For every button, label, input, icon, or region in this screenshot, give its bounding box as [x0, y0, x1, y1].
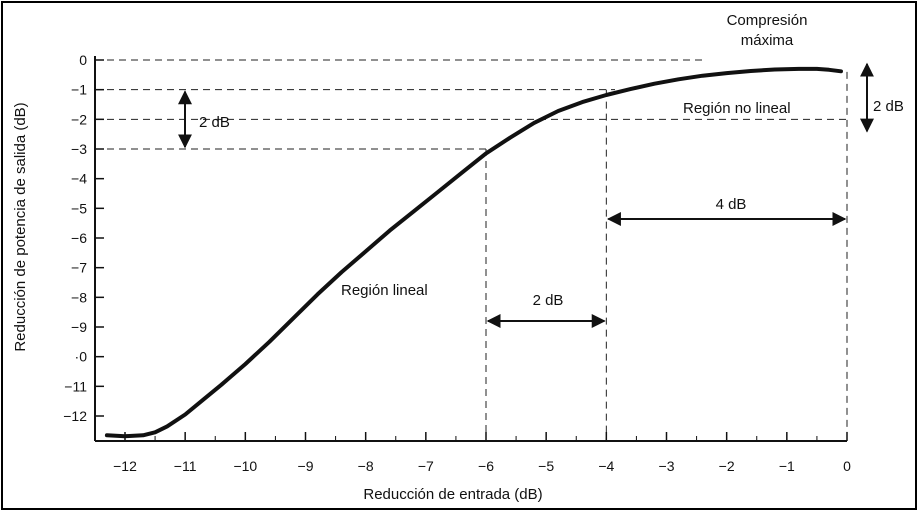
- annotation-arrow-2db-mid: 2 dB: [533, 292, 564, 309]
- transfer-curve: [104, 66, 843, 439]
- y-tick-label: −9: [71, 319, 87, 335]
- y-tick-label: −11: [64, 378, 87, 394]
- x-tick-label: −4: [598, 458, 614, 474]
- reference-lines: [95, 59, 848, 441]
- annotation-compression-line1: Compresión: [727, 12, 808, 29]
- y-tick-label: 0: [79, 52, 87, 68]
- x-tick-label: −2: [719, 458, 735, 474]
- y-tick-label: −7: [71, 260, 87, 276]
- x-tick-label: −9: [298, 458, 314, 474]
- x-tick-label: 0: [843, 458, 851, 474]
- x-tick-label: −10: [233, 458, 257, 474]
- y-tick-label: −3: [71, 141, 87, 157]
- x-tick-label: −5: [538, 458, 554, 474]
- annotation-nonlinear-region: Región no lineal: [683, 100, 791, 117]
- axes: [94, 56, 847, 442]
- y-tick-label: −5: [71, 200, 87, 216]
- annotation-arrow-4db: 4 dB: [716, 196, 747, 213]
- compression-chart: −12 −11 −10 −9 −8 −7 −6 −5 −4 −3 −2 −1 00−1−2−3−4−5−…: [12, 12, 904, 503]
- y-tick-label: −6: [71, 230, 87, 246]
- annotation-compression-line2: máxima: [741, 32, 794, 49]
- x-tick-label: −3: [659, 458, 675, 474]
- ticks: −12 −11 −10 −9 −8 −7 −6 −5 −4 −3 −2 −1 00−1−2−3−4−5−…: [63, 52, 851, 474]
- x-tick-label: −11: [174, 458, 197, 474]
- x-tick-label: −7: [418, 458, 434, 474]
- annotation-linear-region: Región lineal: [341, 282, 428, 299]
- y-tick-label: −12: [63, 408, 87, 424]
- curve-layer: [104, 66, 843, 439]
- annotation-left-2db: 2 dB: [199, 114, 230, 131]
- annotation-right-2db: 2 dB: [873, 98, 904, 115]
- x-tick-label: −1: [779, 458, 795, 474]
- x-axis-label: Reducción de entrada (dB): [363, 486, 542, 503]
- x-tick-label: −6: [478, 458, 494, 474]
- y-tick-label: −4: [71, 171, 87, 187]
- y-tick-label: −1: [71, 82, 87, 98]
- y-axis-label: Reducción de potencia de salida (dB): [12, 102, 29, 351]
- y-tick-label: ·0: [75, 349, 88, 365]
- x-tick-label: −12: [113, 458, 137, 474]
- y-tick-label: −2: [71, 111, 87, 127]
- x-tick-label: −8: [358, 458, 374, 474]
- y-tick-label: −8: [71, 289, 87, 305]
- dimension-arrows: [178, 62, 874, 328]
